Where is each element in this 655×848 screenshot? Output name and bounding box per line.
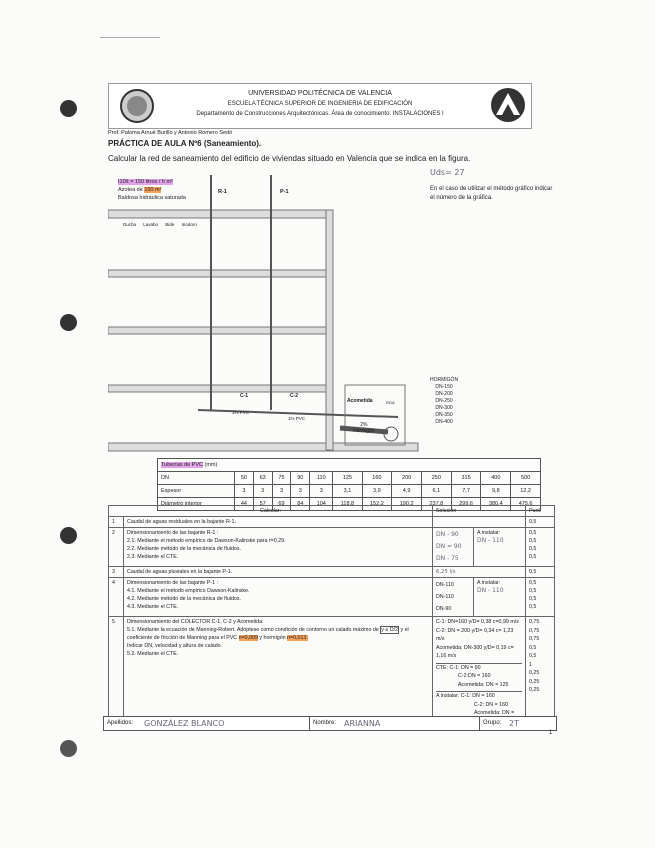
university-name: UNIVERSIDAD POLITÉCNICA DE VALENCIA [248, 90, 392, 97]
pvc-cell: 3 [290, 484, 311, 498]
label-c2: C-2 [290, 393, 299, 399]
punch-hole [60, 527, 77, 544]
pvc-pipe-table: Tuberías de PVC (mm) DN 50 63 75 90 110 125 160… [157, 458, 541, 511]
pvc-row: Espesor 3 3 3 3 3 3,1 3,9 4,9 6,1 7,7 9,8 12,2 [157, 484, 541, 498]
page-number: 1 [549, 730, 553, 736]
pvc-cell: 3 [234, 484, 254, 498]
handwritten-uds: Uds= 27 [430, 168, 465, 177]
pvc-cell: 315 [450, 471, 482, 485]
punch-hole [60, 100, 77, 117]
label-c1: C-1 [240, 393, 249, 399]
fixtures-floor-1: Ducha Lavabo Bide Inodoro [123, 222, 197, 227]
pvc-cell: 250 [420, 471, 452, 485]
figure-notes: I10/t = 150 litros / h m² Azotea de 150 … [118, 179, 186, 201]
pvc-cell: 63 [252, 471, 273, 485]
student-info-row: Apellidos: GONZÁLEZ BLANCO Nombre: ARIAN… [103, 716, 557, 731]
page-title: PRÁCTICA DE AULA Nº6 (Saneamiento). [108, 139, 262, 148]
slope-acometida: 2% Hormigón [353, 422, 375, 434]
name-field[interactable]: ARIANNA [344, 719, 381, 728]
slope-c1: 1% PVC [232, 410, 250, 415]
letterhead: UNIVERSIDAD POLITÉCNICA DE VALENCIA ESCU… [108, 83, 532, 129]
hormigon-list: HORMIGÓN DN-150 DN-200 DN-250 DN-300 DN-350 DN… [430, 377, 459, 425]
table-row: 5 Dimensionamiento del COLECTOR C-1, C-2… [108, 616, 555, 728]
label-rga: RGA [386, 400, 395, 405]
table-row: 1 Caudal de aguas residuales en la bajant… [108, 516, 555, 528]
pvc-cell: 400 [480, 471, 512, 485]
scan-edge-line [100, 37, 160, 38]
label-r1: R-1 [218, 189, 227, 195]
slope-c2: 1% PVC [288, 416, 306, 421]
surname-field[interactable]: GONZÁLEZ BLANCO [144, 719, 225, 728]
table-row: 2 Dimensionamiento de las bajante R-1 :2.… [108, 527, 555, 567]
authors: Prof. Paloma Arnué Burillo y Antonio Rom… [108, 130, 233, 136]
pvc-cell: 500 [510, 471, 541, 485]
punch-hole [60, 314, 77, 331]
department: Departamento de Construcciones Arquitect… [196, 111, 444, 117]
pvc-cell: 12,2 [510, 484, 541, 498]
school-name: ESCUELA TÉCNICA SUPERIOR DE INGENIERIA D… [227, 101, 413, 107]
table-row: 4 Dimensionamiento de las bajante P-1 :4.… [108, 577, 555, 617]
pvc-cell: 3 [252, 484, 273, 498]
pvc-cell: 50 [234, 471, 254, 485]
pvc-cell: 3 [271, 484, 292, 498]
pvc-cell: 200 [391, 471, 422, 485]
group-field[interactable]: 2T [509, 719, 519, 728]
exercise-table: Calcular: Solución Punt. 1 Caudal de aguas … [108, 505, 555, 728]
pvc-cell: 75 [271, 471, 292, 485]
pvc-row: DN 50 63 75 90 110 125 160 200 250 315 400 500 [157, 471, 541, 485]
pvc-cell: 9,8 [480, 484, 512, 498]
pvc-cell: 4,9 [391, 484, 422, 498]
pvc-cell: 125 [332, 471, 363, 485]
graphic-method-note: En el caso de utilizar el método gráfico… [430, 186, 553, 201]
subtitle: Calcular la red de saneamiento del edifi… [108, 154, 471, 163]
school-logo-icon [491, 88, 525, 122]
label-p1: P-1 [280, 189, 289, 195]
pvc-cell: 3 [309, 484, 334, 498]
pvc-cell: 3,9 [361, 484, 393, 498]
pvc-cell: 160 [361, 471, 393, 485]
building-section-drawing [108, 175, 419, 452]
table-row: 3 Caudal de aguas pluviales en la bajante… [108, 566, 555, 578]
university-seal-icon [120, 89, 154, 123]
label-acometida: Acometida [347, 398, 373, 404]
pvc-cell: 110 [309, 471, 334, 485]
pvc-cell: 6,1 [420, 484, 452, 498]
pvc-cell: 90 [290, 471, 311, 485]
punch-hole [60, 740, 77, 757]
pvc-cell: 7,7 [450, 484, 482, 498]
pvc-cell: 3,1 [332, 484, 363, 498]
